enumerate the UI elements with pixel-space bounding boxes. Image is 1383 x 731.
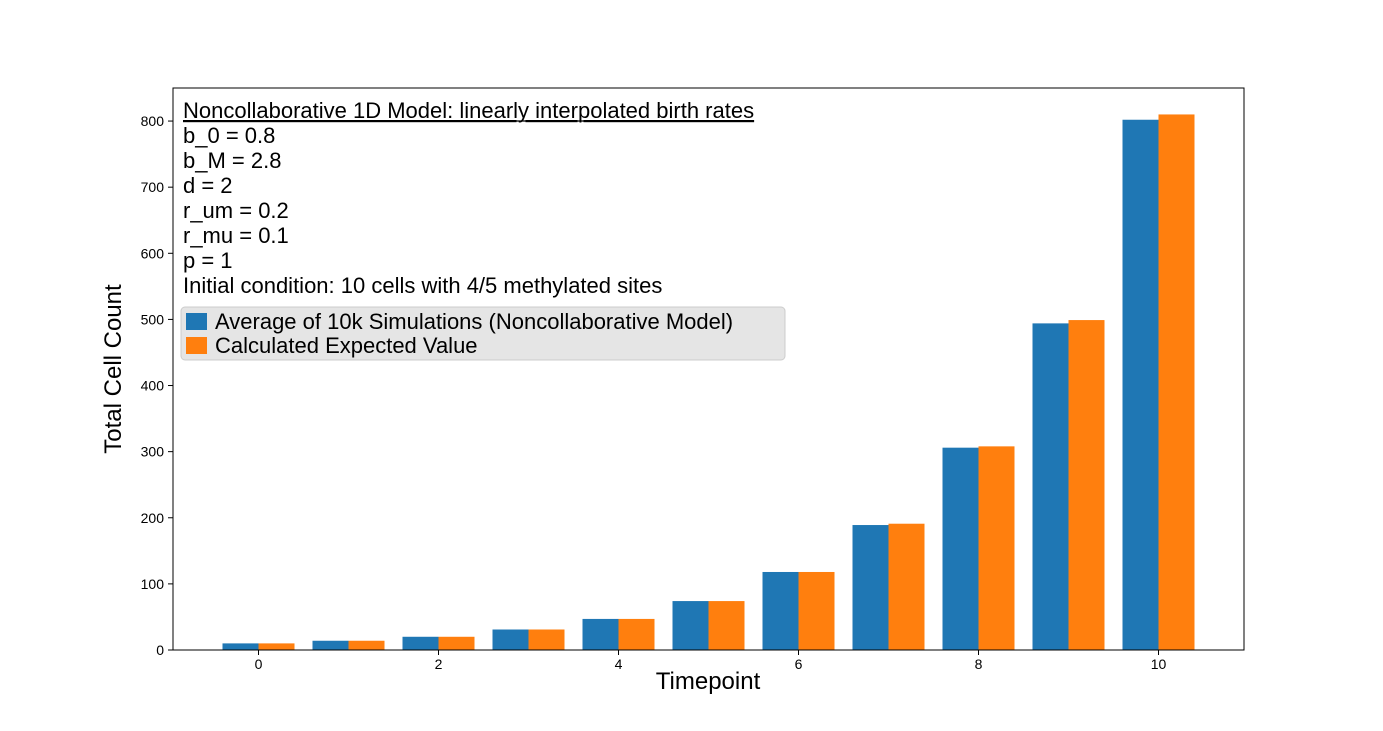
x-tick-label: 4: [615, 656, 623, 672]
y-tick-label: 200: [141, 510, 165, 526]
bar-series-1-x-5: [672, 601, 709, 650]
bar-series-1-x-6: [762, 571, 799, 650]
y-tick-label: 600: [141, 245, 165, 261]
bar-series-2-x-8: [978, 446, 1015, 650]
bar-series-2-x-2: [438, 636, 475, 650]
y-tick-label: 500: [141, 311, 165, 327]
annotation-line: b_M = 2.8: [183, 148, 281, 173]
legend-swatch: [186, 313, 207, 330]
x-axis-ticks: 0 2 4 6 8 10: [255, 650, 1167, 672]
bar-series-2-x-10: [1158, 114, 1195, 650]
bar-series-1-x-7: [852, 525, 889, 650]
x-tick-label: 6: [795, 656, 803, 672]
annotation-line: d = 2: [183, 173, 233, 198]
bar-series-2-x-6: [798, 571, 835, 650]
annotation-line: p = 1: [183, 248, 233, 273]
bar-series-1-x-10: [1122, 119, 1159, 651]
y-tick-label: 300: [141, 444, 165, 460]
x-tick-label: 8: [975, 656, 983, 672]
bar-series-2-x-4: [618, 618, 655, 650]
bar-series-1-x-4: [582, 618, 619, 650]
legend-box: [180, 306, 786, 361]
bar-series-1-x-1: [312, 640, 349, 650]
bar-series-1-x-0: [222, 643, 259, 650]
legend: Average of 10k Simulations (Noncollabora…: [180, 306, 786, 361]
bar-series-2-x-0: [258, 643, 295, 650]
x-axis-label: Timepoint: [656, 668, 761, 695]
y-tick-label: 100: [141, 576, 165, 592]
bar-series-2-x-9: [1068, 320, 1105, 650]
plot-frame: [172, 87, 1245, 651]
y-tick-label: 0: [156, 642, 164, 658]
annotation-title: Noncollaborative 1D Model: linearly inte…: [183, 98, 754, 123]
parameter-annotation: Noncollaborative 1D Model: linearly inte…: [183, 98, 755, 298]
bar-series-2-x-5: [708, 601, 745, 650]
y-axis-ticks: 0 100 200 300 400 500 600 700 800: [141, 113, 173, 658]
x-tick-label: 2: [435, 656, 443, 672]
annotation-line: b_0 = 0.8: [183, 123, 275, 148]
bar-series-2-x-3: [528, 629, 565, 650]
bar-series-1-x-2: [402, 636, 439, 650]
y-tick-label: 800: [141, 113, 165, 129]
bar-series-1-x-8: [942, 447, 979, 650]
annotation-line: r_um = 0.2: [183, 198, 289, 223]
y-tick-label: 700: [141, 179, 165, 195]
x-tick-label: 0: [255, 656, 263, 672]
legend-label: Calculated Expected Value: [215, 333, 478, 358]
bar-series-2-x-7: [888, 523, 925, 650]
annotation-line: Initial condition: 10 cells with 4/5 met…: [183, 273, 662, 298]
bar-series-1-x-9: [1032, 323, 1069, 650]
bars-layer: [222, 114, 1195, 651]
bar-series-1-x-3: [492, 629, 529, 650]
legend-swatch: [186, 337, 207, 354]
y-axis-label: Total Cell Count: [100, 284, 127, 454]
annotation-line: r_mu = 0.1: [183, 223, 289, 248]
legend-label: Average of 10k Simulations (Noncollabora…: [215, 309, 733, 334]
bar-series-2-x-1: [348, 640, 385, 650]
x-tick-label: 10: [1151, 656, 1167, 672]
y-tick-label: 400: [141, 378, 165, 394]
